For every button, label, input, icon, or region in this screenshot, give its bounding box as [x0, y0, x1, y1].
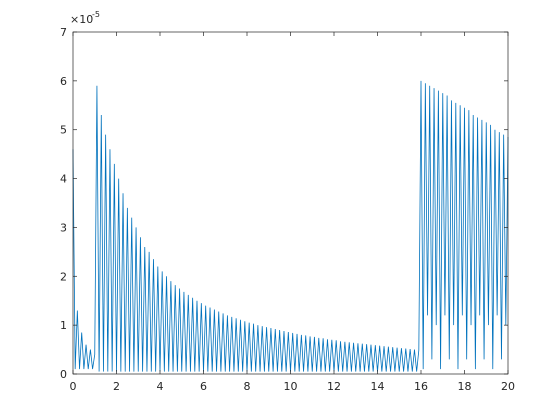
x-tick-label: 20 — [501, 380, 515, 393]
y-tick-label: 2 — [60, 270, 67, 283]
x-tick-label: 10 — [284, 380, 298, 393]
x-tick-label: 16 — [414, 380, 428, 393]
x-tick-label: 14 — [371, 380, 385, 393]
x-tick-label: 2 — [113, 380, 120, 393]
y-tick-label: 1 — [60, 319, 67, 332]
y-multiplier-base: ×10 — [70, 13, 93, 26]
y-tick-label: 5 — [60, 124, 67, 137]
x-tick-label: 12 — [327, 380, 341, 393]
x-tick-label: 0 — [70, 380, 77, 393]
y-tick-label: 6 — [60, 75, 67, 88]
x-tick-label: 6 — [200, 380, 207, 393]
x-tick-label: 18 — [458, 380, 472, 393]
y-tick-label: 3 — [60, 221, 67, 234]
x-tick-label: 8 — [244, 380, 251, 393]
y-tick-label: 4 — [60, 173, 67, 186]
y-tick-label: 7 — [60, 26, 67, 39]
y-multiplier-exponent: -5 — [92, 10, 100, 19]
y-tick-label: 0 — [60, 368, 67, 381]
x-tick-label: 4 — [157, 380, 164, 393]
